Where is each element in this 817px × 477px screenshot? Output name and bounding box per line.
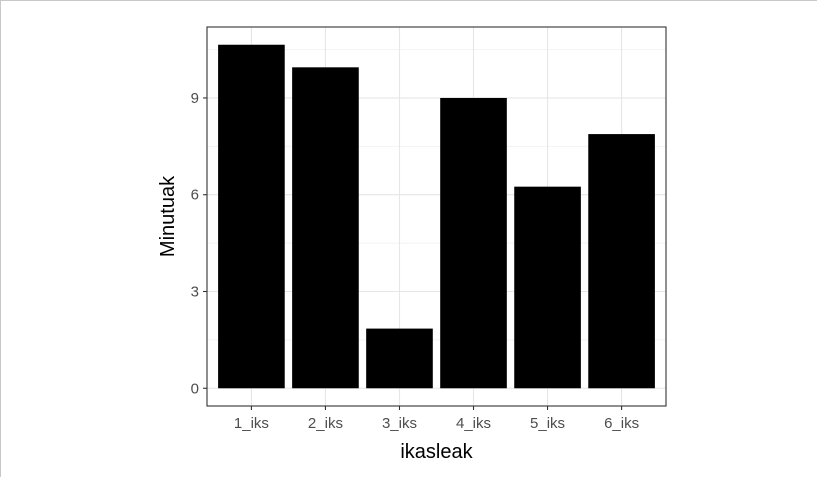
bar — [588, 134, 655, 389]
bar — [440, 97, 507, 389]
x-tick-label: 1_iks — [234, 415, 269, 432]
y-axis-title: Minutuak — [157, 175, 179, 257]
bars — [218, 44, 655, 389]
x-tick-label: 2_iks — [308, 415, 343, 432]
bar — [366, 328, 433, 389]
y-axis-ticks: 0 3 6 9 — [191, 90, 207, 397]
panel-border — [206, 26, 667, 407]
x-axis-title: ikasleak — [400, 441, 473, 463]
y-tick-label: 0 — [191, 380, 199, 397]
bar — [292, 67, 359, 389]
bar — [218, 44, 285, 389]
y-tick-label: 9 — [191, 90, 199, 107]
y-tick-label: 3 — [191, 283, 199, 300]
bar — [514, 186, 581, 389]
x-axis-ticks: 1_iks 2_iks 3_iks 4_iks 5_iks 6_iks — [234, 406, 639, 432]
x-tick-label: 4_iks — [456, 415, 491, 432]
x-tick-label: 6_iks — [604, 415, 639, 432]
x-tick-label: 5_iks — [530, 415, 565, 432]
y-tick-label: 6 — [191, 187, 199, 204]
x-tick-label: 3_iks — [382, 415, 417, 432]
